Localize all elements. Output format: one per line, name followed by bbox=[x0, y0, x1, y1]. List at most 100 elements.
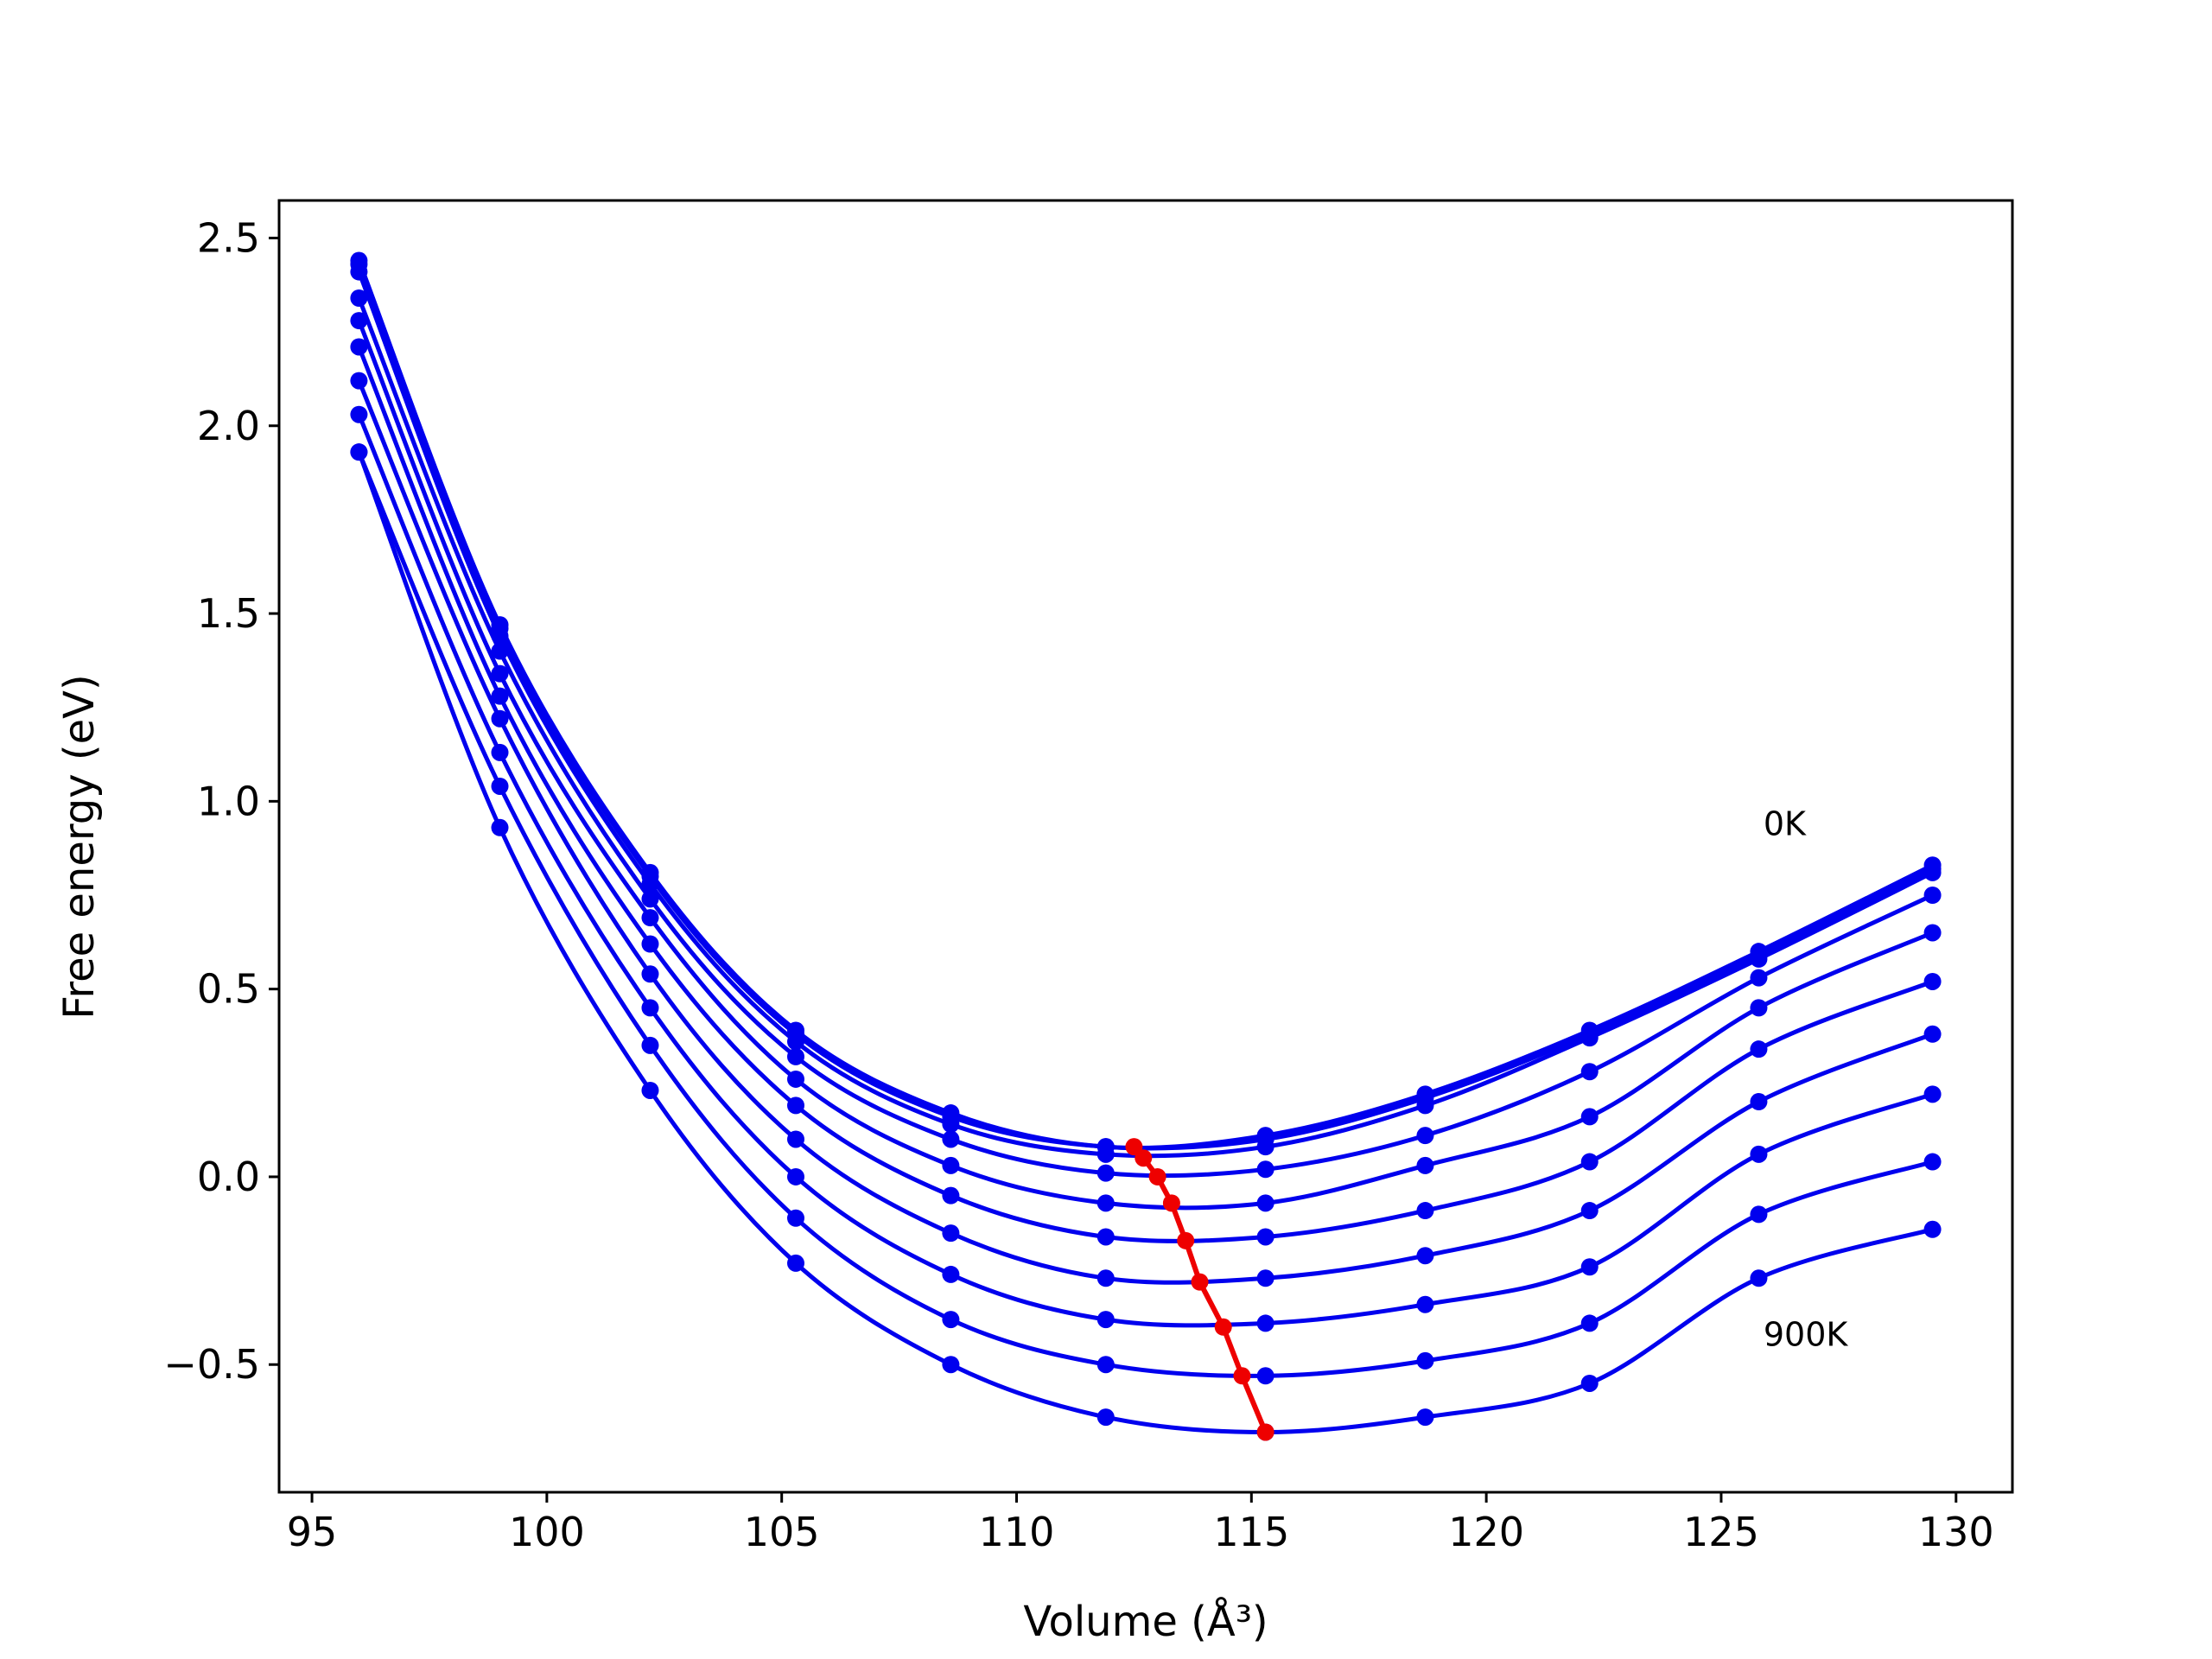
axis-ticks: 95 100 105 110 115 120 125 130 −0.5 0.0 0.5 1.0 1.5 2… bbox=[163, 214, 1993, 1555]
data-point bbox=[1416, 1156, 1434, 1174]
data-point bbox=[1580, 1029, 1599, 1047]
y-tick-label: 1.0 bbox=[197, 778, 260, 824]
minima-point bbox=[1256, 1423, 1274, 1441]
data-point bbox=[1580, 1202, 1599, 1220]
x-tick-label: 115 bbox=[1213, 1509, 1289, 1555]
data-point bbox=[1416, 1295, 1434, 1313]
series-line bbox=[357, 346, 1934, 1243]
minima-point bbox=[1177, 1231, 1195, 1249]
minima-point bbox=[1162, 1194, 1180, 1212]
data-point bbox=[1096, 1228, 1115, 1246]
data-point bbox=[491, 687, 509, 705]
series-4 bbox=[350, 312, 1942, 1212]
data-point bbox=[491, 743, 509, 761]
series-7 bbox=[350, 405, 1942, 1332]
data-point bbox=[942, 1224, 960, 1243]
data-point bbox=[641, 1036, 659, 1054]
data-point bbox=[641, 909, 659, 927]
y-tick-label: 1.5 bbox=[197, 590, 260, 637]
minima-point bbox=[1135, 1149, 1153, 1167]
minima-point bbox=[1191, 1273, 1209, 1291]
data-point bbox=[786, 1130, 804, 1148]
data-point bbox=[1750, 1093, 1768, 1111]
series-3 bbox=[350, 289, 1942, 1182]
series-line bbox=[357, 413, 1934, 1328]
series-line bbox=[357, 451, 1934, 1435]
data-point bbox=[1096, 1408, 1115, 1427]
data-point bbox=[1923, 886, 1942, 904]
data-point bbox=[491, 709, 509, 728]
data-point bbox=[942, 1116, 960, 1134]
series-line bbox=[357, 320, 1934, 1211]
x-tick-label: 95 bbox=[287, 1509, 338, 1555]
x-axis-label: Volume (Å³) bbox=[1023, 1597, 1268, 1646]
data-point bbox=[1256, 1367, 1274, 1385]
series-6 bbox=[350, 372, 1942, 1287]
axes-frame bbox=[277, 199, 2014, 1494]
series-line bbox=[357, 270, 1934, 1159]
data-point bbox=[350, 443, 368, 461]
data-point bbox=[491, 642, 509, 660]
temperature-annotation: 900K bbox=[1764, 1316, 1849, 1354]
plot-area: 0K 900K bbox=[350, 251, 1942, 1441]
data-point bbox=[491, 818, 509, 836]
series-2 bbox=[350, 263, 1942, 1163]
data-point bbox=[786, 1070, 804, 1088]
data-point bbox=[1256, 1314, 1274, 1332]
data-point bbox=[641, 874, 659, 893]
temperature-annotation: 0K bbox=[1764, 804, 1807, 842]
y-tick-label: 2.5 bbox=[197, 214, 260, 261]
data-point bbox=[641, 935, 659, 953]
data-point bbox=[641, 890, 659, 908]
data-point bbox=[942, 1265, 960, 1283]
data-point bbox=[1750, 1205, 1768, 1224]
data-point bbox=[1923, 1220, 1942, 1238]
data-point bbox=[1416, 1247, 1434, 1265]
data-point bbox=[350, 312, 368, 330]
data-point bbox=[786, 1209, 804, 1227]
minima-point bbox=[1233, 1367, 1251, 1385]
data-point bbox=[491, 664, 509, 683]
data-point bbox=[1750, 1145, 1768, 1163]
series-9 bbox=[350, 443, 1942, 1441]
data-point bbox=[786, 1033, 804, 1051]
data-point bbox=[1096, 1164, 1115, 1182]
data-point bbox=[1923, 1025, 1942, 1043]
data-point bbox=[1580, 1374, 1599, 1392]
minima-path bbox=[1125, 1138, 1274, 1441]
data-point bbox=[1580, 1258, 1599, 1276]
data-point bbox=[641, 965, 659, 983]
data-point bbox=[1256, 1228, 1274, 1246]
series-line bbox=[357, 263, 1934, 1151]
data-point bbox=[1096, 1194, 1115, 1212]
data-point bbox=[1750, 950, 1768, 968]
data-point bbox=[1096, 1269, 1115, 1287]
data-point bbox=[1096, 1145, 1115, 1163]
data-point bbox=[942, 1156, 960, 1174]
series-5 bbox=[350, 338, 1942, 1246]
data-point bbox=[1416, 1408, 1434, 1427]
minima-point bbox=[1214, 1318, 1232, 1336]
data-point bbox=[1096, 1311, 1115, 1329]
data-point bbox=[1416, 1127, 1434, 1145]
data-point bbox=[1416, 1202, 1434, 1220]
data-point bbox=[350, 372, 368, 390]
data-point bbox=[1750, 1269, 1768, 1287]
data-point bbox=[1580, 1108, 1599, 1126]
data-point bbox=[491, 777, 509, 795]
data-point bbox=[1580, 1314, 1599, 1332]
series-line bbox=[357, 451, 1934, 1378]
data-point bbox=[1750, 1040, 1768, 1058]
y-tick-label: −0.5 bbox=[163, 1341, 260, 1388]
series-8 bbox=[350, 443, 1942, 1385]
data-point bbox=[1256, 1138, 1274, 1156]
data-point bbox=[1923, 924, 1942, 942]
data-point bbox=[1096, 1356, 1115, 1374]
data-point bbox=[786, 1167, 804, 1185]
data-point bbox=[1923, 1085, 1942, 1103]
data-point bbox=[1256, 1194, 1274, 1212]
x-tick-label: 120 bbox=[1448, 1509, 1524, 1555]
data-point bbox=[786, 1047, 804, 1065]
